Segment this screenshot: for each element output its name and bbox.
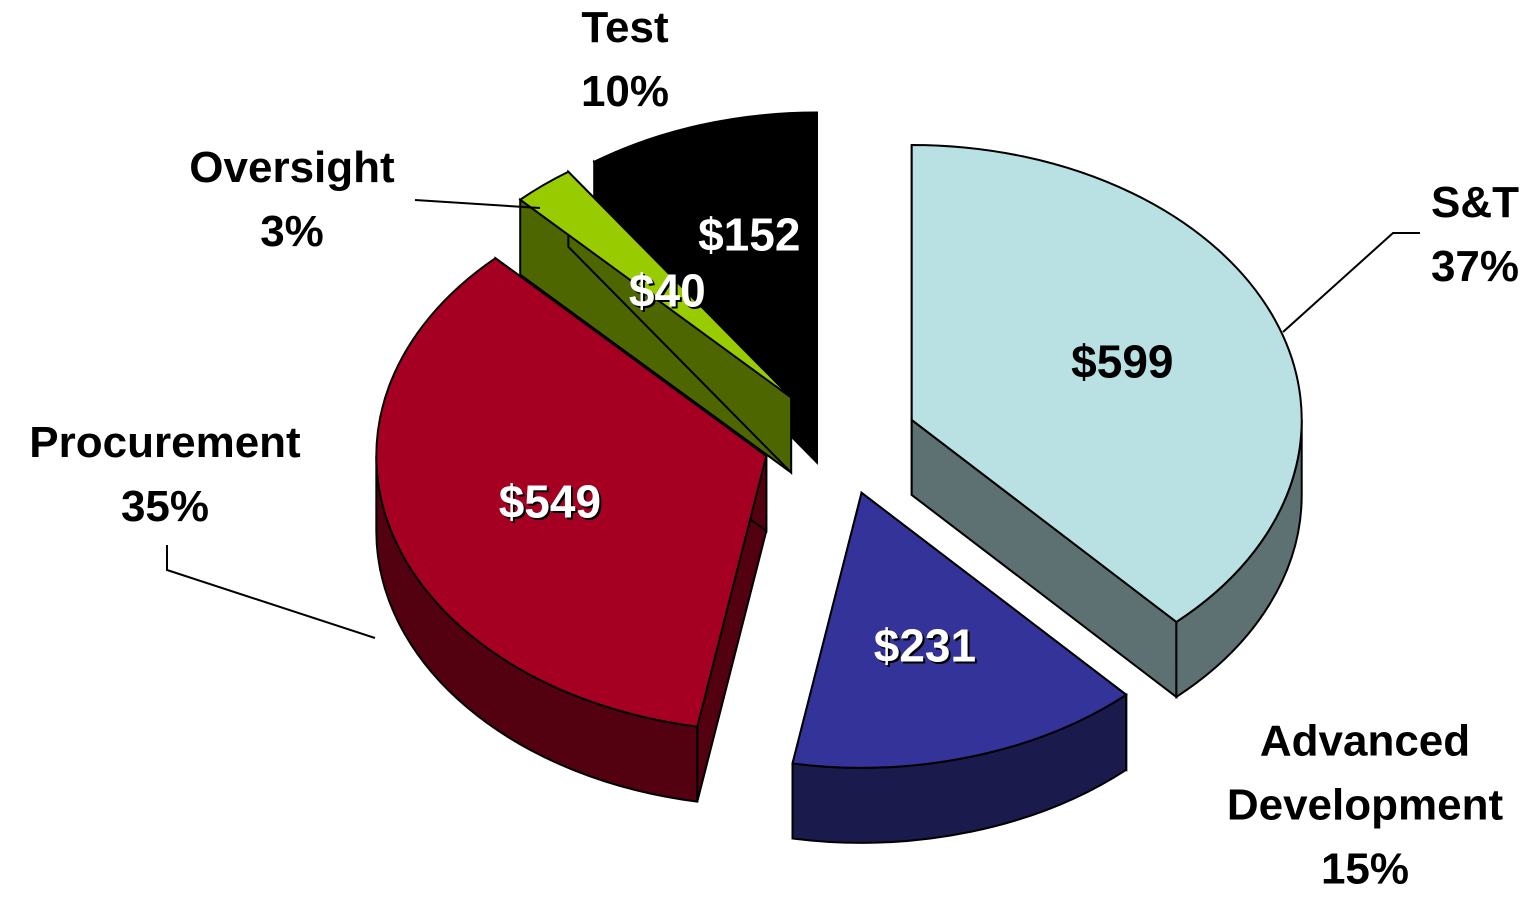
category-name: S&T	[1431, 178, 1519, 228]
category-name: Test	[581, 3, 669, 53]
category-label: Test 10%	[525, 0, 725, 124]
slice	[791, 490, 1128, 844]
share-label: 37%	[1430, 242, 1520, 291]
slice-top	[910, 143, 1303, 624]
share-label: 35%	[120, 482, 210, 531]
slice-top	[375, 256, 768, 728]
leader-line	[166, 545, 376, 639]
slice	[518, 169, 793, 475]
category-name: Advanced Development	[1226, 716, 1504, 830]
slice-top	[791, 491, 1128, 769]
leader-line	[1282, 232, 1420, 333]
share-label: 10%	[580, 67, 670, 116]
category-name: Oversight	[189, 143, 395, 193]
value-label: $231	[873, 619, 977, 672]
value-label: $599	[1071, 335, 1174, 388]
slice	[375, 256, 768, 803]
leader-line	[414, 199, 541, 209]
value-label: $40	[628, 264, 706, 317]
category-label: Advanced Development 15%	[1195, 709, 1535, 900]
slice	[910, 143, 1303, 699]
category-label: Oversight 3%	[162, 136, 422, 264]
share-label: 3%	[260, 207, 324, 256]
category-label: S&T 37%	[1375, 171, 1535, 299]
category-name: Procurement	[29, 418, 301, 468]
slice-top	[518, 170, 792, 399]
category-label: Procurement 35%	[0, 411, 330, 539]
value-label: $152	[698, 208, 801, 261]
value-label: $549	[498, 476, 602, 528]
slice-top	[592, 111, 818, 390]
share-label: 15%	[1320, 843, 1410, 893]
